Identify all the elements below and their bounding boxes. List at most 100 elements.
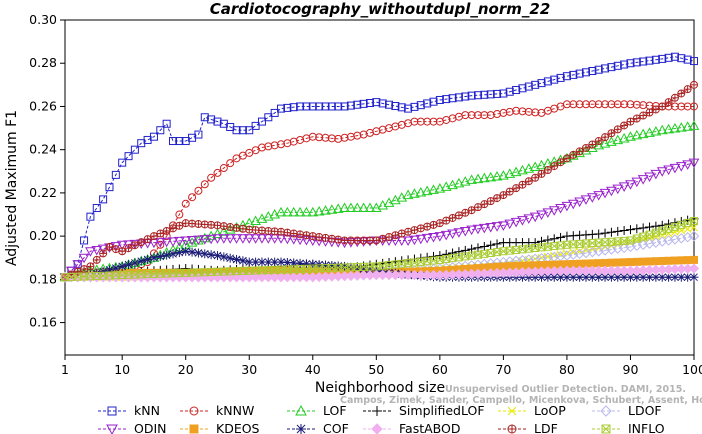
legend-label-odin: ODIN — [134, 421, 167, 434]
point-inflo — [486, 248, 495, 257]
legend-item-knnw: kNNW — [180, 403, 254, 418]
point-knnw — [569, 100, 578, 109]
point-knnw — [531, 108, 540, 117]
point-simplifiedlof — [549, 234, 559, 244]
point-knnw — [461, 111, 470, 120]
point-odin — [180, 236, 192, 246]
point-odin — [574, 197, 585, 208]
point-knn — [86, 212, 95, 221]
point-odin — [186, 236, 198, 246]
point-odin — [491, 222, 503, 232]
point-knn — [467, 91, 476, 100]
point-inflo — [257, 266, 266, 275]
point-ldof — [644, 238, 655, 249]
point-lof — [428, 184, 439, 194]
point-knn — [486, 90, 495, 99]
point-knn — [575, 69, 584, 78]
point-knn — [359, 99, 368, 108]
point-knn — [404, 104, 413, 113]
point-inflo — [137, 270, 146, 279]
point-inflo — [416, 257, 425, 266]
point-odin — [440, 230, 452, 241]
point-inflo — [118, 271, 127, 280]
point-inflo — [658, 226, 667, 235]
point-inflo — [302, 264, 311, 273]
point-inflo — [130, 270, 139, 279]
point-inflo — [664, 224, 673, 233]
point-ldof — [676, 233, 687, 244]
point-knn — [632, 58, 641, 67]
point-ldof — [650, 237, 662, 248]
point-ldf — [569, 150, 578, 159]
point-ldf — [302, 231, 311, 240]
point-knn — [473, 91, 482, 100]
point-lof — [491, 170, 503, 181]
point-knn — [416, 101, 425, 110]
point-knnw — [588, 100, 597, 109]
point-knn — [620, 60, 629, 69]
point-ldf — [321, 233, 330, 242]
y-tick-label: 0.24 — [29, 142, 57, 157]
point-cof — [219, 252, 229, 262]
point-ldf — [512, 184, 521, 193]
point-knn — [493, 89, 502, 98]
point-knnw — [677, 102, 686, 111]
point-knnw — [632, 100, 641, 109]
point-odin — [682, 160, 694, 170]
point-knn — [346, 101, 355, 110]
point-knn — [353, 100, 362, 109]
point-knn — [518, 84, 527, 93]
point-ldf — [524, 177, 533, 186]
point-knn — [111, 170, 120, 179]
point-knn — [302, 102, 311, 111]
point-knn — [524, 82, 533, 91]
point-odin — [593, 191, 605, 201]
point-odin — [154, 238, 166, 248]
point-inflo — [404, 259, 413, 268]
point-odin — [529, 212, 541, 223]
point-knn — [588, 67, 597, 76]
point-simplifiedlof — [530, 238, 540, 248]
point-lof — [517, 164, 528, 175]
point-knn — [251, 121, 260, 130]
point-ldf — [664, 98, 673, 107]
point-knnw — [200, 180, 209, 189]
point-knn — [601, 64, 610, 73]
x-tick-label: 20 — [178, 362, 194, 377]
point-inflo — [245, 266, 254, 275]
point-knn — [385, 100, 394, 109]
point-cof — [676, 272, 686, 282]
point-ldf — [575, 147, 584, 156]
point-ldf — [346, 236, 355, 245]
point-inflo — [73, 272, 82, 281]
point-simplifiedlof — [479, 242, 489, 252]
point-odin — [116, 240, 128, 251]
point-odin — [174, 236, 185, 247]
point-inflo — [651, 228, 660, 237]
point-ldf — [645, 108, 654, 117]
point-cof — [238, 256, 248, 266]
point-knn — [315, 102, 324, 111]
point-inflo — [365, 262, 374, 271]
point-inflo — [92, 271, 101, 280]
point-inflo — [454, 253, 463, 262]
y-axis: 0.16 0.18 0.20 0.22 0.24 0.26 0.28 0.30 — [29, 12, 65, 330]
point-knn — [334, 102, 343, 111]
point-lof — [510, 166, 522, 177]
point-simplifiedlof — [625, 225, 635, 235]
legend-marker-inflo — [601, 424, 611, 434]
point-inflo — [175, 269, 184, 278]
point-knnw — [194, 186, 203, 195]
point-ldf — [289, 229, 298, 238]
point-odin — [459, 226, 471, 237]
point-knn — [410, 102, 419, 111]
point-knn — [670, 52, 679, 61]
legend-label-ldf: LDF — [534, 421, 558, 434]
point-inflo — [543, 242, 552, 251]
legend-marker-fastabod — [371, 423, 383, 434]
point-inflo — [569, 240, 578, 249]
point-ldof — [669, 234, 681, 245]
series-line-ldof — [65, 235, 695, 278]
point-odin — [650, 169, 662, 180]
point-knnw — [467, 111, 476, 120]
